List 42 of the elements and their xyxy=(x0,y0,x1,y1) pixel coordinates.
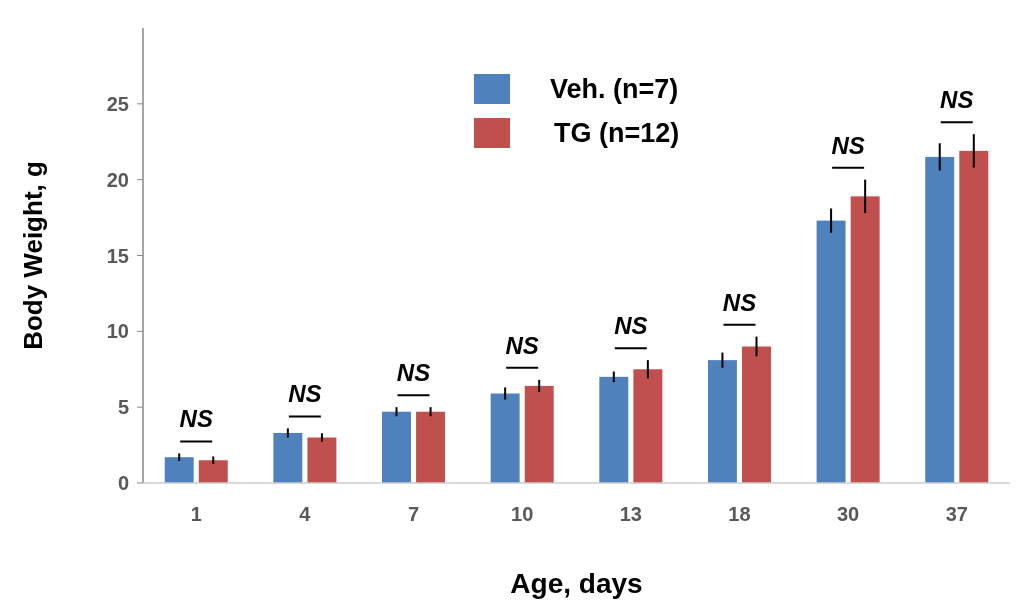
bar xyxy=(633,369,663,483)
x-tick-label: 1 xyxy=(190,503,202,525)
annotation: NS xyxy=(505,331,539,359)
bar xyxy=(742,346,771,483)
bar xyxy=(273,432,303,483)
legend-label: TG (n=12) xyxy=(554,118,680,149)
y-tick-label: 15 xyxy=(106,244,129,267)
bar xyxy=(164,457,194,483)
y-tick-label: 10 xyxy=(106,320,129,343)
x-tick-label: 7 xyxy=(407,503,420,525)
x-tick-label: 10 xyxy=(511,503,534,525)
annotation: NS xyxy=(614,312,648,340)
annotation: NS xyxy=(940,86,974,114)
annotation: NS xyxy=(831,131,865,159)
bar xyxy=(198,460,228,483)
bar xyxy=(307,437,337,483)
y-tick-label: 5 xyxy=(117,396,129,419)
bar xyxy=(959,150,989,483)
x-tick-label: 37 xyxy=(945,503,968,525)
annotation: NS xyxy=(396,359,431,387)
bar xyxy=(707,360,737,483)
y-axis-title: Body Weight, g xyxy=(18,161,48,350)
x-axis-title: Age, days xyxy=(510,568,643,599)
legend-label: Veh. (n=7) xyxy=(550,74,679,105)
bar xyxy=(416,411,446,483)
bar xyxy=(925,156,955,483)
annotation: NS xyxy=(179,405,213,433)
y-tick-label: 0 xyxy=(117,472,129,494)
y-tick-label: 20 xyxy=(106,168,129,191)
x-tick-label: 30 xyxy=(836,503,860,525)
annotation: NS xyxy=(722,288,757,316)
bar xyxy=(816,220,846,483)
x-tick-label: 18 xyxy=(728,503,751,525)
y-tick-label: 25 xyxy=(106,92,129,115)
bar xyxy=(599,376,629,483)
bar xyxy=(490,393,520,483)
x-tick-label: 13 xyxy=(619,503,642,525)
x-tick-label: 4 xyxy=(299,503,312,525)
annotation: NS xyxy=(288,380,322,408)
bar xyxy=(850,196,880,483)
bar xyxy=(382,411,411,483)
bar xyxy=(524,385,554,483)
